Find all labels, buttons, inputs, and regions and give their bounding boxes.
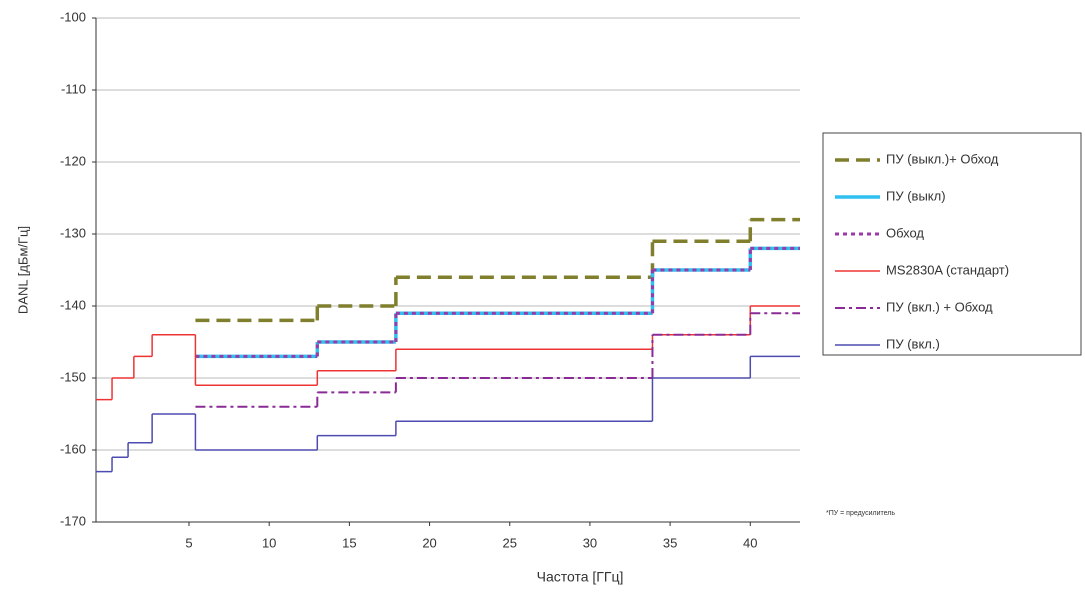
x-tick-label: 35 <box>663 535 677 550</box>
x-tick-label: 25 <box>503 535 517 550</box>
x-tick-label: 15 <box>342 535 356 550</box>
x-tick-label: 10 <box>262 535 276 550</box>
x-tick-label: 20 <box>422 535 436 550</box>
legend-label: MS2830A (стандарт) <box>886 262 1009 277</box>
footnote: *ПУ = предусилитель <box>826 510 895 517</box>
y-tick-label: -120 <box>60 153 86 168</box>
x-axis-label: Частота [ГГц] <box>537 569 624 585</box>
y-axis-label: DANL [дБм/Гц] <box>15 226 30 314</box>
x-tick-label: 5 <box>185 535 192 550</box>
y-tick-label: -130 <box>60 225 86 240</box>
y-tick-label: -110 <box>61 81 86 96</box>
legend-label: ПУ (выкл.)+ Обход <box>886 151 999 166</box>
y-tick-label: -140 <box>60 297 86 312</box>
x-tick-label: 40 <box>743 535 757 550</box>
legend-label: Обход <box>886 225 924 240</box>
legend-label: ПУ (вкл.) + Обход <box>886 299 993 314</box>
y-tick-label: -160 <box>60 441 86 456</box>
y-tick-label: -150 <box>60 369 86 384</box>
y-tick-label: -100 <box>60 9 86 24</box>
y-tick-label: -170 <box>60 513 86 528</box>
legend-label: ПУ (выкл) <box>886 188 946 203</box>
x-tick-label: 30 <box>583 535 597 550</box>
legend-label: ПУ (вкл.) <box>886 336 940 351</box>
legend-box <box>822 132 1082 356</box>
